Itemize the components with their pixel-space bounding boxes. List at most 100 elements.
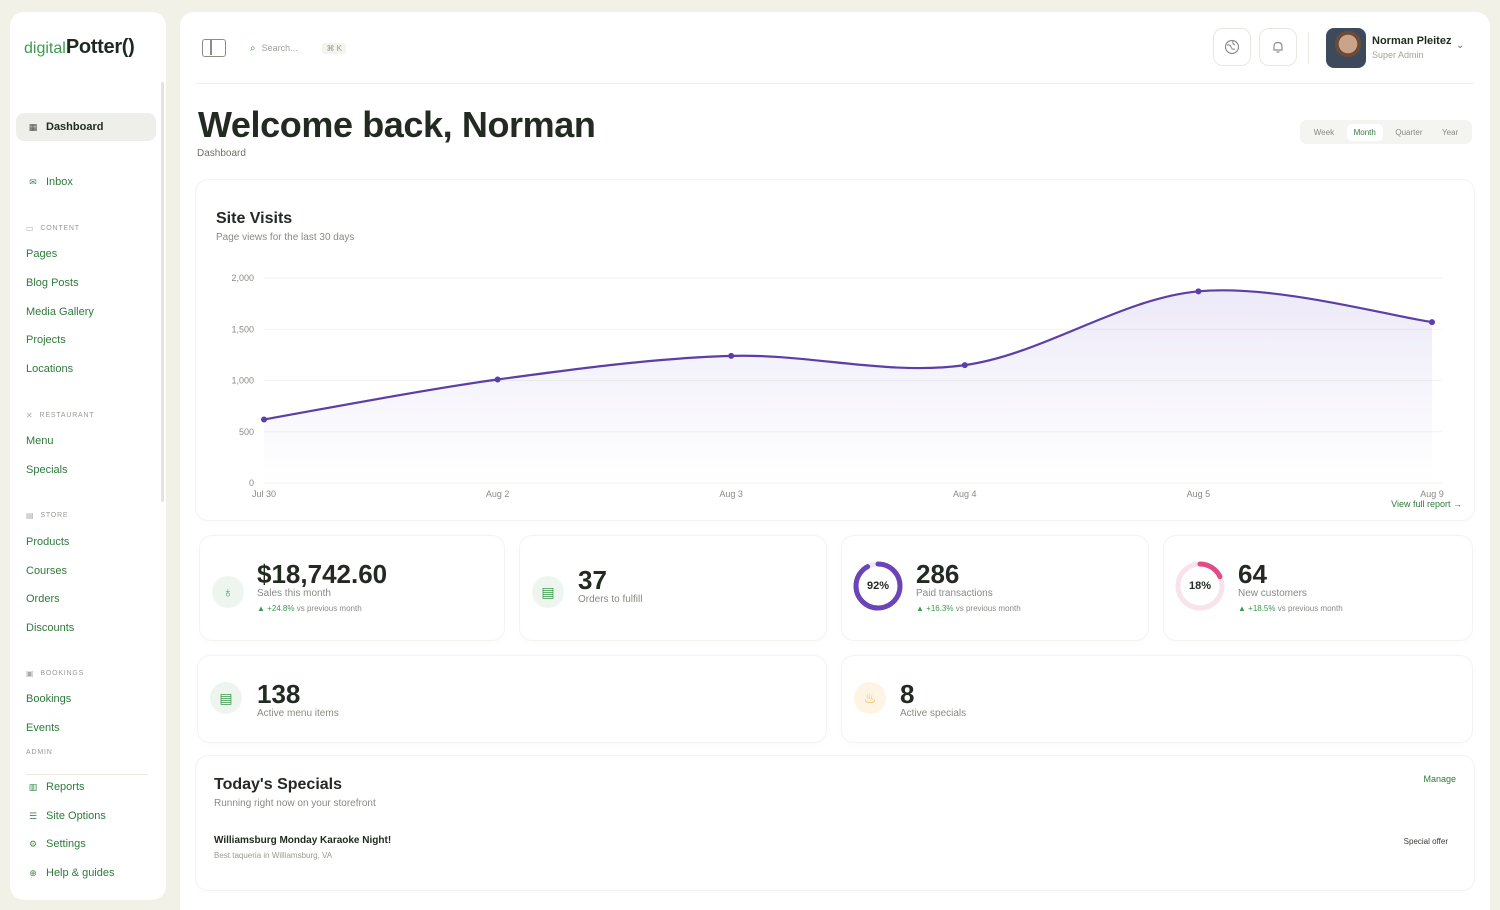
x-tick-label: Aug 2 <box>486 489 510 499</box>
sidebar-scrollbar[interactable] <box>161 82 164 502</box>
special-tag: Special offer <box>1403 837 1448 846</box>
sidebar-link-specials[interactable]: Specials <box>26 464 68 476</box>
sliders-icon: ☰ <box>28 811 38 821</box>
notifications-button[interactable] <box>1259 28 1297 66</box>
y-tick-label: 1,000 <box>231 376 254 386</box>
flame-icon: ♨ <box>854 682 886 714</box>
search-input[interactable]: ⌕ Search... ⌘ K <box>242 36 354 60</box>
data-point[interactable] <box>494 376 501 383</box>
transactions-card: 92% 286 Paid transactions ▲ +16.3% vs pr… <box>842 536 1148 640</box>
sidebar-item-help[interactable]: ⊕ Help & guides <box>16 859 156 887</box>
stat-value: 8 <box>900 679 915 709</box>
ring-label: 18% <box>1188 580 1212 592</box>
chart-subtitle: Page views for the last 30 days <box>216 232 355 243</box>
grid-icon: ▦ <box>28 122 38 132</box>
site-visits-card: Site Visits Page views for the last 30 d… <box>196 180 1474 520</box>
section-content-header: ▭ CONTENT <box>26 224 80 233</box>
x-tick-label: Aug 5 <box>1187 489 1211 499</box>
sidebar-item-reports[interactable]: ▥ Reports <box>16 773 156 801</box>
stat-label: Sales this month <box>257 588 331 599</box>
todays-specials-card: Today's Specials Running right now on yo… <box>196 756 1474 890</box>
chevron-down-icon[interactable]: ⌄ <box>1456 40 1465 51</box>
sidebar-link-products[interactable]: Products <box>26 536 70 548</box>
stat-change: ▲ +18.5% vs previous month <box>1238 604 1343 613</box>
stat-label: Active menu items <box>257 708 339 719</box>
sidebar-link-locations[interactable]: Locations <box>26 363 74 375</box>
stat-value: 286 <box>916 559 960 589</box>
sidebar-link-discounts[interactable]: Discounts <box>26 622 75 634</box>
x-tick-label: Aug 3 <box>719 489 743 499</box>
progress-ring <box>1175 561 1225 611</box>
manage-link[interactable]: Manage <box>1423 774 1456 784</box>
y-tick-label: 0 <box>249 478 254 488</box>
sidebar-item-settings[interactable]: ⚙ Settings <box>16 830 156 858</box>
y-tick-label: 500 <box>239 427 254 437</box>
section-bookings-header: ▣ BOOKINGS <box>26 669 85 678</box>
sidebar-link-projects[interactable]: Projects <box>26 334 66 346</box>
sidebar-toggle-button[interactable] <box>202 39 226 57</box>
gear-icon: ⚙ <box>28 839 38 849</box>
customers-card: 18% 64 New customers ▲ +18.5% vs previou… <box>1164 536 1472 640</box>
search-icon: ⌕ <box>250 42 256 54</box>
sidebar-link-menu[interactable]: Menu <box>26 435 54 447</box>
range-option-year[interactable]: Year <box>1442 127 1459 137</box>
avatar[interactable] <box>1326 28 1366 68</box>
progress-ring <box>853 561 903 611</box>
view-full-report-link[interactable]: View full report → <box>1391 499 1462 509</box>
data-point[interactable] <box>1429 319 1435 326</box>
stat-label: Active specials <box>900 708 967 719</box>
y-tick-label: 1,500 <box>231 324 254 334</box>
stat-change: ▲ +24.8% vs previous month <box>257 604 362 613</box>
specials-stat-card: ♨ 8 Active specials <box>842 656 1472 742</box>
data-point[interactable] <box>728 352 735 359</box>
user-name[interactable]: Norman Pleitez <box>1372 35 1452 47</box>
sidebar-item-label: Help & guides <box>46 867 115 879</box>
range-option-quarter[interactable]: Quarter <box>1395 127 1423 137</box>
date-range-selector: Week Month Quarter Year <box>1300 120 1472 144</box>
utensils-icon: ✕ <box>26 411 34 420</box>
range-option-month[interactable]: Month <box>1346 123 1383 141</box>
user-role: Super Admin <box>1372 50 1424 60</box>
header-divider-line <box>196 83 1474 84</box>
sidebar-link-orders[interactable]: Orders <box>26 593 60 605</box>
sidebar: digitalPotter() ▦ Dashboard ✉ Inbox ▭ CO… <box>10 12 166 900</box>
ring-label: 92% <box>866 580 890 592</box>
stat-label: New customers <box>1238 588 1307 599</box>
x-tick-label: Jul 30 <box>252 489 276 499</box>
sidebar-link-blog-posts[interactable]: Blog Posts <box>26 277 79 289</box>
sidebar-item-inbox[interactable]: ✉ Inbox <box>16 168 156 196</box>
special-item-title[interactable]: Williamsburg Monday Karaoke Night! <box>214 835 392 846</box>
sidebar-item-dashboard[interactable]: ▦ Dashboard <box>16 113 156 141</box>
sidebar-link-events[interactable]: Events <box>26 722 60 734</box>
special-item-location: Best taqueria in Williamsburg, VA <box>214 851 333 860</box>
sidebar-link-courses[interactable]: Courses <box>26 565 67 577</box>
sidebar-link-bookings[interactable]: Bookings <box>26 693 72 705</box>
sidebar-link-pages[interactable]: Pages <box>26 248 58 260</box>
main-panel: ⌕ Search... ⌘ K Norman Pleitez Super Adm… <box>180 12 1490 910</box>
stat-value: 37 <box>578 565 607 595</box>
data-point[interactable] <box>261 416 267 423</box>
brand-logo[interactable]: digitalPotter() <box>24 36 135 59</box>
data-point[interactable] <box>1195 288 1202 295</box>
calendar-icon: ▣ <box>26 669 35 678</box>
sidebar-link-media-gallery[interactable]: Media Gallery <box>26 306 94 318</box>
x-tick-label: Aug 4 <box>953 489 977 499</box>
specials-subtitle: Running right now on your storefront <box>214 798 376 809</box>
y-tick-label: 2,000 <box>231 273 254 283</box>
globe-icon <box>1224 39 1240 55</box>
page-title: Welcome back, Norman <box>198 104 596 145</box>
data-point[interactable] <box>961 362 968 369</box>
menu-items-card: ▤ 138 Active menu items <box>198 656 826 742</box>
sidebar-item-label: Reports <box>46 781 85 793</box>
globe-button[interactable] <box>1213 28 1251 66</box>
range-option-week[interactable]: Week <box>1313 127 1335 137</box>
breadcrumb[interactable]: Dashboard <box>197 148 246 159</box>
sidebar-item-label: Dashboard <box>46 121 104 133</box>
stat-value: 64 <box>1238 559 1267 589</box>
clipboard-icon: ▤ <box>532 576 564 608</box>
search-shortcut: ⌘ K <box>322 42 346 54</box>
sidebar-item-site-options[interactable]: ☰ Site Options <box>16 802 156 830</box>
section-store-header: ▤ STORE <box>26 511 69 520</box>
folder-icon: ▭ <box>26 224 35 233</box>
